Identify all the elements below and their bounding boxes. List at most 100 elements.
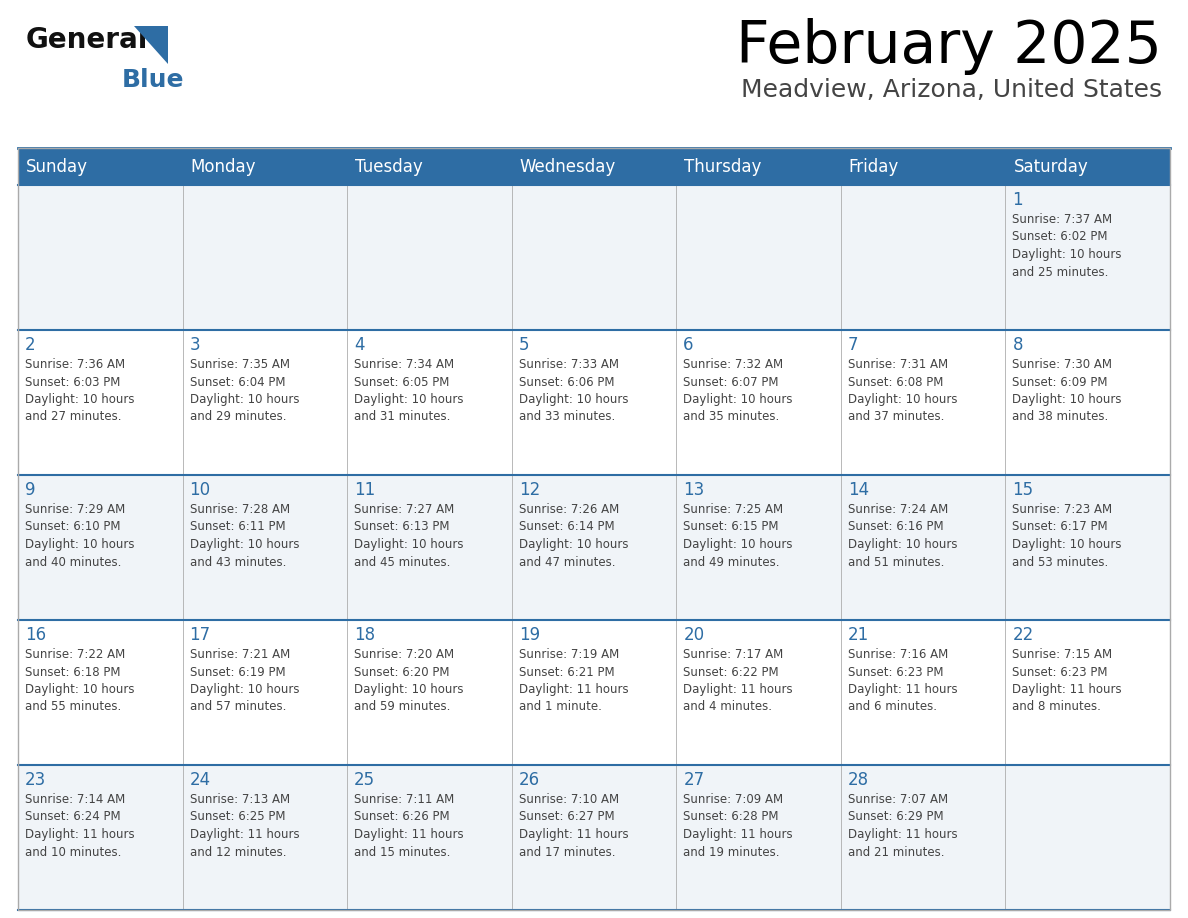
Text: Daylight: 10 hours: Daylight: 10 hours (1012, 538, 1121, 551)
Text: and 57 minutes.: and 57 minutes. (190, 700, 286, 713)
Text: Sunrise: 7:19 AM: Sunrise: 7:19 AM (519, 648, 619, 661)
Text: Sunset: 6:04 PM: Sunset: 6:04 PM (190, 375, 285, 388)
Text: Sunset: 6:26 PM: Sunset: 6:26 PM (354, 811, 450, 823)
Text: and 59 minutes.: and 59 minutes. (354, 700, 450, 713)
Text: and 53 minutes.: and 53 minutes. (1012, 555, 1108, 568)
Text: Daylight: 10 hours: Daylight: 10 hours (1012, 393, 1121, 406)
Text: and 45 minutes.: and 45 minutes. (354, 555, 450, 568)
Text: Sunrise: 7:36 AM: Sunrise: 7:36 AM (25, 358, 125, 371)
Bar (676, 765, 841, 910)
Text: and 12 minutes.: and 12 minutes. (190, 845, 286, 858)
Text: Daylight: 10 hours: Daylight: 10 hours (1012, 248, 1121, 261)
Text: Daylight: 10 hours: Daylight: 10 hours (190, 683, 299, 696)
Text: Daylight: 11 hours: Daylight: 11 hours (354, 828, 463, 841)
Text: Sunrise: 7:34 AM: Sunrise: 7:34 AM (354, 358, 454, 371)
Text: Sunset: 6:18 PM: Sunset: 6:18 PM (25, 666, 120, 678)
Text: Daylight: 11 hours: Daylight: 11 hours (519, 828, 628, 841)
Text: Sunset: 6:29 PM: Sunset: 6:29 PM (848, 811, 943, 823)
Text: Sunrise: 7:20 AM: Sunrise: 7:20 AM (354, 648, 454, 661)
Text: 19: 19 (519, 626, 539, 644)
Text: and 38 minutes.: and 38 minutes. (1012, 410, 1108, 423)
Text: Daylight: 11 hours: Daylight: 11 hours (848, 828, 958, 841)
Bar (512, 765, 676, 910)
Text: Daylight: 10 hours: Daylight: 10 hours (25, 393, 134, 406)
Text: Sunrise: 7:14 AM: Sunrise: 7:14 AM (25, 793, 125, 806)
Text: and 21 minutes.: and 21 minutes. (848, 845, 944, 858)
Text: and 6 minutes.: and 6 minutes. (848, 700, 937, 713)
Text: and 47 minutes.: and 47 minutes. (519, 555, 615, 568)
Text: Sunrise: 7:30 AM: Sunrise: 7:30 AM (1012, 358, 1112, 371)
Bar (676, 185, 841, 330)
Text: 3: 3 (190, 336, 201, 354)
Text: Sunrise: 7:07 AM: Sunrise: 7:07 AM (848, 793, 948, 806)
Text: Sunrise: 7:27 AM: Sunrise: 7:27 AM (354, 503, 454, 516)
Text: and 35 minutes.: and 35 minutes. (683, 410, 779, 423)
Text: Daylight: 10 hours: Daylight: 10 hours (683, 538, 792, 551)
Text: and 25 minutes.: and 25 minutes. (1012, 265, 1108, 278)
Text: and 8 minutes.: and 8 minutes. (1012, 700, 1101, 713)
Text: 15: 15 (1012, 481, 1034, 499)
Bar (18, 185, 183, 330)
Text: Sunset: 6:14 PM: Sunset: 6:14 PM (519, 521, 614, 533)
Text: Sunrise: 7:16 AM: Sunrise: 7:16 AM (848, 648, 948, 661)
Bar (347, 185, 512, 330)
Text: Sunrise: 7:33 AM: Sunrise: 7:33 AM (519, 358, 619, 371)
Bar (676, 620, 841, 765)
Text: and 17 minutes.: and 17 minutes. (519, 845, 615, 858)
Text: and 55 minutes.: and 55 minutes. (25, 700, 121, 713)
Text: Sunset: 6:21 PM: Sunset: 6:21 PM (519, 666, 614, 678)
Text: and 29 minutes.: and 29 minutes. (190, 410, 286, 423)
Text: and 1 minute.: and 1 minute. (519, 700, 601, 713)
Bar (347, 475, 512, 620)
Text: Daylight: 10 hours: Daylight: 10 hours (25, 683, 134, 696)
Text: and 49 minutes.: and 49 minutes. (683, 555, 779, 568)
Text: 16: 16 (25, 626, 46, 644)
Bar (18, 330, 183, 475)
Text: and 33 minutes.: and 33 minutes. (519, 410, 615, 423)
Bar (183, 765, 347, 910)
Bar (512, 620, 676, 765)
Bar (841, 185, 1005, 330)
Bar (841, 330, 1005, 475)
Text: Daylight: 11 hours: Daylight: 11 hours (683, 828, 792, 841)
Text: and 40 minutes.: and 40 minutes. (25, 555, 121, 568)
Bar (1005, 620, 1170, 765)
Text: Sunrise: 7:37 AM: Sunrise: 7:37 AM (1012, 213, 1112, 226)
Text: General: General (26, 26, 148, 54)
Text: Sunset: 6:23 PM: Sunset: 6:23 PM (848, 666, 943, 678)
Text: Daylight: 11 hours: Daylight: 11 hours (519, 683, 628, 696)
Text: 14: 14 (848, 481, 868, 499)
Text: February 2025: February 2025 (737, 18, 1162, 75)
Text: Daylight: 10 hours: Daylight: 10 hours (354, 393, 463, 406)
Text: Sunrise: 7:31 AM: Sunrise: 7:31 AM (848, 358, 948, 371)
Text: Daylight: 10 hours: Daylight: 10 hours (683, 393, 792, 406)
Text: 6: 6 (683, 336, 694, 354)
Bar (841, 475, 1005, 620)
Text: Sunset: 6:20 PM: Sunset: 6:20 PM (354, 666, 449, 678)
Text: Blue: Blue (122, 68, 184, 92)
Text: Daylight: 10 hours: Daylight: 10 hours (848, 538, 958, 551)
Text: 27: 27 (683, 771, 704, 789)
Bar (183, 475, 347, 620)
Text: Sunset: 6:28 PM: Sunset: 6:28 PM (683, 811, 779, 823)
Text: Sunset: 6:25 PM: Sunset: 6:25 PM (190, 811, 285, 823)
Bar (347, 765, 512, 910)
Text: 18: 18 (354, 626, 375, 644)
Text: Meadview, Arizona, United States: Meadview, Arizona, United States (741, 78, 1162, 102)
Text: Thursday: Thursday (684, 158, 762, 175)
Text: Sunset: 6:09 PM: Sunset: 6:09 PM (1012, 375, 1108, 388)
Text: Sunrise: 7:11 AM: Sunrise: 7:11 AM (354, 793, 454, 806)
Text: and 31 minutes.: and 31 minutes. (354, 410, 450, 423)
Text: Sunrise: 7:15 AM: Sunrise: 7:15 AM (1012, 648, 1112, 661)
Text: Sunset: 6:16 PM: Sunset: 6:16 PM (848, 521, 943, 533)
Text: 24: 24 (190, 771, 210, 789)
Text: 4: 4 (354, 336, 365, 354)
Bar (347, 620, 512, 765)
Text: 28: 28 (848, 771, 868, 789)
Text: 21: 21 (848, 626, 870, 644)
Bar (18, 475, 183, 620)
Text: Sunrise: 7:26 AM: Sunrise: 7:26 AM (519, 503, 619, 516)
Text: 10: 10 (190, 481, 210, 499)
Text: Sunset: 6:19 PM: Sunset: 6:19 PM (190, 666, 285, 678)
Text: and 27 minutes.: and 27 minutes. (25, 410, 121, 423)
